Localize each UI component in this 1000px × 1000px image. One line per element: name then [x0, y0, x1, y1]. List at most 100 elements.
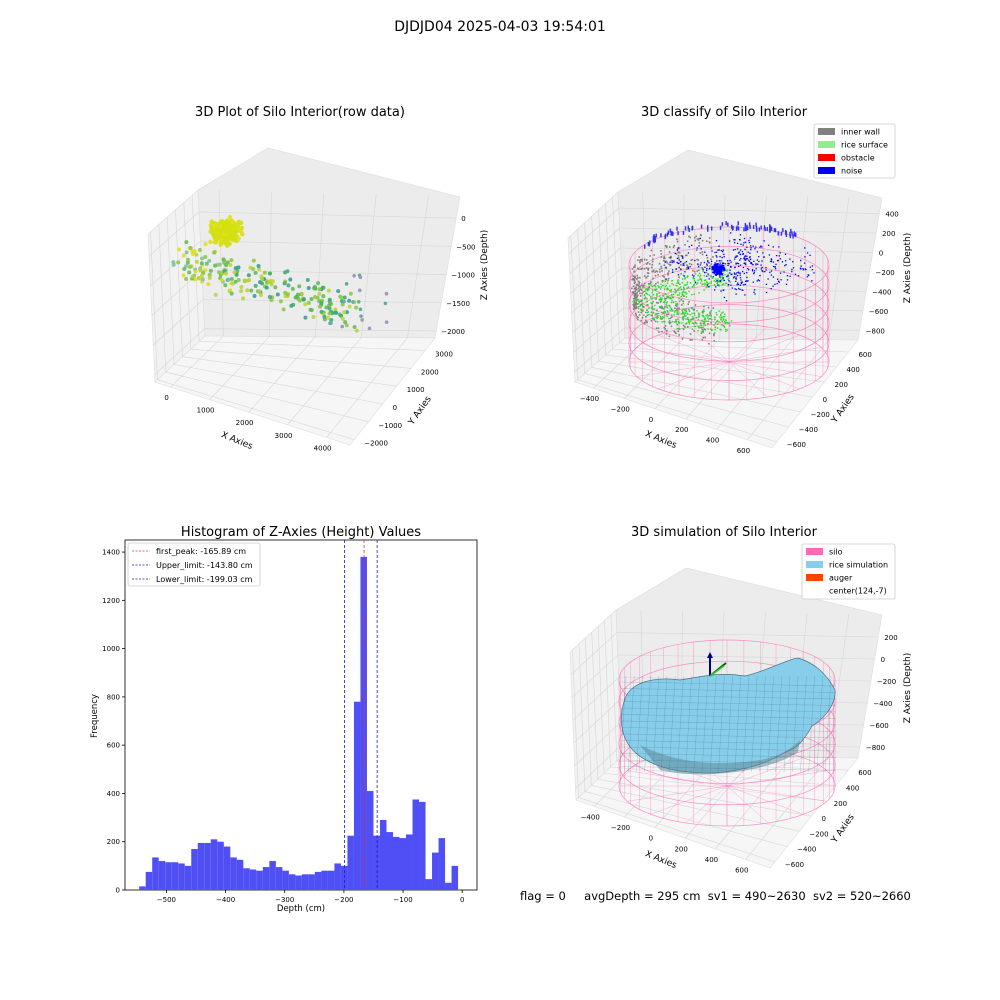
- classify-inner-wall-point: [668, 270, 670, 272]
- classify-rice-surface-point: [686, 276, 688, 278]
- classify-noise-point: [730, 261, 732, 263]
- raw-point: [232, 236, 238, 242]
- raw-point: [239, 284, 244, 289]
- classify-inner-wall-point: [634, 312, 637, 315]
- classify-rice-surface-point: [700, 324, 703, 326]
- classify-rice-surface-point: [714, 322, 717, 325]
- classify-noise-point: [737, 262, 740, 265]
- classify-noise-point: [774, 228, 777, 233]
- classify-inner-wall-point: [655, 270, 658, 272]
- classify-inner-wall-point: [665, 333, 668, 335]
- classify-noise-point: [730, 232, 732, 234]
- classify-noise-point: [739, 288, 741, 291]
- classify-noise-point: [699, 264, 702, 266]
- classify-noise-point: [711, 250, 713, 252]
- classify-noise-point: [678, 259, 680, 261]
- raw-point: [193, 269, 198, 274]
- classify-noise-point: [696, 247, 698, 249]
- raw-point: [239, 289, 244, 294]
- classify-inner-wall-point: [664, 297, 666, 300]
- classify-rice-surface-point: [664, 293, 667, 295]
- classify-noise-point: [753, 271, 755, 274]
- classify-noise-point: [813, 272, 815, 274]
- raw-point: [187, 264, 192, 269]
- classify-rice-surface-point: [683, 287, 685, 290]
- classify-rice-surface-point: [651, 291, 653, 294]
- simulation-xtick-label: 600: [735, 867, 748, 875]
- classify-noise-point: [800, 259, 802, 262]
- histogram-bar: [392, 836, 400, 890]
- classify-noise-point: [746, 271, 748, 274]
- classify-noise-point: [680, 268, 682, 271]
- classify-zgrid-left: [570, 247, 621, 294]
- classify-inner-wall-point: [666, 329, 668, 332]
- classify-noise-point: [737, 271, 740, 273]
- classify-noise-point: [749, 258, 752, 261]
- classify-inner-wall-point: [667, 279, 669, 282]
- classify-title: 3D classify of Silo Interior: [641, 105, 808, 120]
- classify-rice-surface-point: [679, 300, 681, 303]
- classify-rice-surface-point: [695, 322, 698, 325]
- classify-rice-surface-point: [633, 299, 635, 302]
- classify-rice-surface-point: [713, 280, 715, 282]
- classify-rice-surface-point: [638, 306, 640, 308]
- classify-noise-point: [735, 278, 737, 280]
- classify-inner-wall-point: [676, 240, 679, 243]
- raw-point: [283, 290, 288, 295]
- classify-inner-wall-point: [694, 304, 697, 306]
- classify-rice-surface-point: [663, 320, 665, 323]
- rice-simulation-mesh: [621, 681, 837, 687]
- classify-silo-spoke: [690, 326, 730, 363]
- classify-inner-wall-point: [653, 284, 656, 287]
- classify-noise-point: [789, 234, 792, 239]
- classify-inner-wall-point: [634, 294, 637, 297]
- classify-rice-surface-point: [653, 308, 655, 310]
- raw-point: [270, 279, 275, 284]
- classify-inner-wall-point: [645, 292, 648, 295]
- classify-rice-surface-point: [705, 286, 707, 289]
- classify-noise-point: [731, 226, 734, 231]
- classify-noise-point: [744, 259, 747, 261]
- classify-inner-wall-point: [676, 238, 678, 240]
- histogram-xtick-label: −400: [216, 896, 235, 904]
- histogram-bar: [191, 848, 198, 890]
- classify-rice-surface-point: [682, 290, 684, 293]
- classify-rice-surface-point: [694, 325, 697, 328]
- classify-inner-wall-point: [691, 339, 693, 341]
- classify-inner-wall-point: [634, 287, 636, 290]
- classify-noise-point: [717, 271, 720, 274]
- classify-rice-surface-point: [675, 318, 677, 321]
- raw-point: [176, 260, 181, 265]
- classify-rice-surface-point: [713, 273, 716, 275]
- classify-noise-point: [717, 249, 719, 251]
- classify-noise-point: [789, 258, 791, 260]
- simulation-silo-spoke: [650, 785, 728, 815]
- classify-noise-point: [755, 226, 758, 231]
- classify-rice-surface-point: [652, 285, 655, 287]
- classify-inner-wall-point: [638, 314, 641, 316]
- classify-xgrid-back: [828, 197, 850, 340]
- classify-rice-surface-point: [672, 284, 675, 286]
- classify-rice-surface-point: [708, 282, 710, 284]
- histogram-xtick-label: −100: [393, 896, 412, 904]
- classify-rice-surface-point: [637, 298, 640, 301]
- classify-noise-point: [743, 284, 745, 286]
- classify-noise-point: [703, 261, 705, 264]
- classify-noise-point: [665, 278, 667, 280]
- classify-rice-surface-point: [724, 319, 727, 321]
- classify-rice-surface-point: [670, 290, 672, 292]
- classify-rice-surface-point: [681, 316, 684, 319]
- classify-rice-surface-point: [681, 309, 684, 312]
- classify-ygrid-left: [598, 209, 606, 356]
- classify-rice-surface-point: [691, 286, 694, 288]
- classify-ygrid: [598, 360, 813, 398]
- classify-inner-wall-point: [692, 269, 694, 272]
- classify-rice-surface-point: [711, 318, 713, 321]
- classify-rice-surface-point: [643, 293, 646, 296]
- histogram-bar: [406, 834, 413, 890]
- classify-xtick-label: 400: [706, 436, 719, 444]
- classify-rice-surface-point: [726, 321, 728, 324]
- histogram-bar: [379, 820, 387, 890]
- classify-rice-surface-point: [664, 321, 666, 323]
- classify-inner-wall-point: [642, 285, 644, 287]
